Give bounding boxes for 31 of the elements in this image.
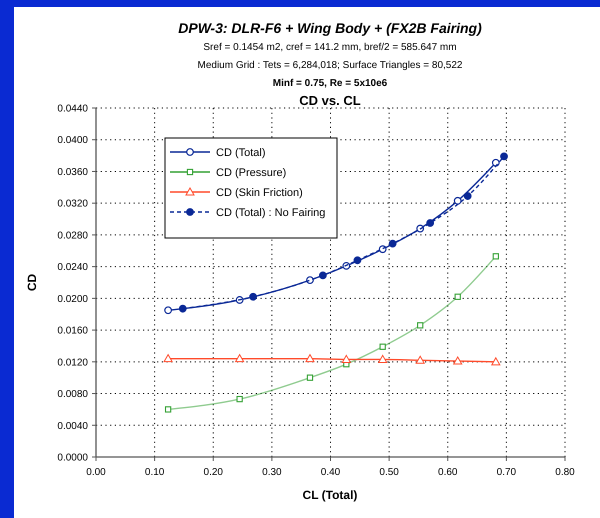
- y-tick-label: 0.0280: [57, 230, 88, 242]
- chart-title: DPW-3: DLR-F6 + Wing Body + (FX2B Fairing): [178, 20, 482, 36]
- y-tick-label: 0.0440: [57, 104, 88, 114]
- y-tick-label: 0.0160: [57, 326, 88, 337]
- legend-label: CD (Pressure): [216, 167, 286, 179]
- x-tick-label: 0.30: [262, 467, 282, 478]
- x-tick-label: 0.40: [320, 467, 341, 478]
- x-tick-label: 0.70: [496, 467, 517, 478]
- legend-label: CD (Skin Friction): [216, 187, 303, 199]
- y-tick-label: 0.0360: [57, 166, 88, 178]
- x-tick-label: 0.80: [555, 467, 576, 478]
- y-axis-title: CD: [25, 274, 39, 292]
- legend-label: CD (Total): [216, 147, 266, 159]
- x-tick-label: 0.00: [86, 467, 106, 478]
- annotation: CD vs. CL: [299, 93, 361, 108]
- chart-subtitle: Sref = 0.1454 m2, cref = 141.2 mm, bref/2 = 585.647 mm Medium Grid : Tets = 6,284,018; Surface Triangles = 80,522: [198, 42, 463, 71]
- x-axis-title: CL (Total): [302, 488, 358, 502]
- legend-label: CD (Total) : No Fairing: [216, 207, 326, 219]
- x-tick-label: 0.60: [438, 467, 458, 478]
- y-tick-label: 0.0000: [57, 452, 88, 464]
- x-tick-label: 0.10: [144, 467, 165, 478]
- y-tick-label: 0.0240: [57, 262, 88, 274]
- y-tick-label: 0.0400: [57, 135, 88, 146]
- text: Minf = 0.75, Re = 5x10e6: [272, 78, 388, 89]
- x-tick-label: 0.20: [204, 467, 224, 478]
- y-tick-label: 0.0320: [57, 198, 88, 210]
- x-tick-label: 0.50: [379, 467, 400, 478]
- y-tick-label: 0.0040: [57, 420, 88, 432]
- y-tick-label: 0.0200: [57, 294, 88, 305]
- y-tick-label: 0.0120: [57, 357, 88, 368]
- y-tick-label: 0.0080: [57, 389, 88, 400]
